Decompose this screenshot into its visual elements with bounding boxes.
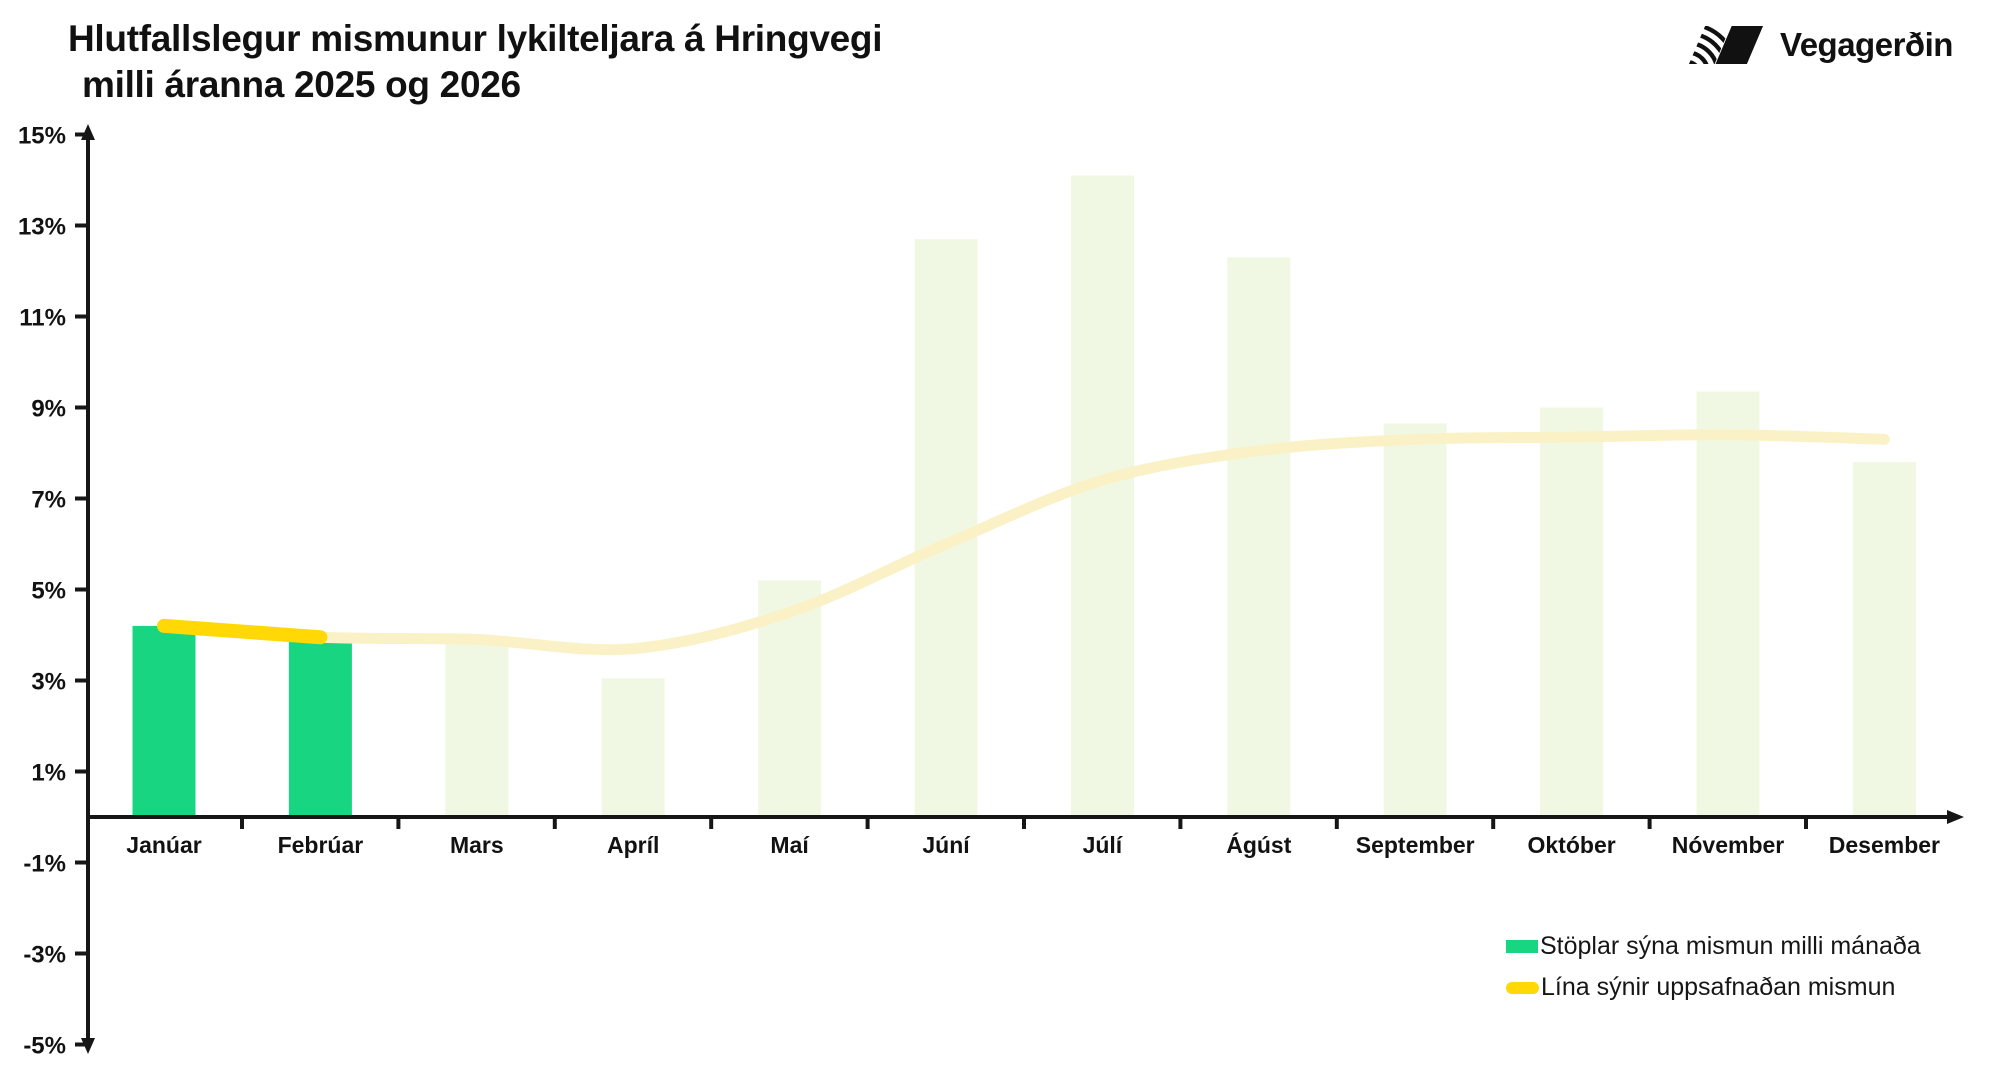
- y-tick-label: 1%: [31, 760, 66, 787]
- month-label-desember: Desember: [1829, 832, 1940, 858]
- month-label-apríl: Apríl: [607, 832, 659, 858]
- bar-september: [1383, 423, 1447, 817]
- month-label-febrúar: Febrúar: [278, 832, 364, 858]
- chart-legend: Stöplar sýna mismun milli mánaða Lína sý…: [1506, 932, 1921, 1002]
- bar-ágúst: [1227, 257, 1291, 818]
- page-title-line2: milli áranna 2025 og 2026: [82, 64, 521, 105]
- month-label-mars: Mars: [450, 832, 504, 858]
- cumulative-line-projected: [158, 429, 1890, 656]
- y-tick-label: -3%: [23, 942, 66, 969]
- y-tick-label: 9%: [31, 396, 66, 423]
- y-axis-top-arrow: [81, 124, 95, 140]
- bar-mars: [445, 639, 509, 817]
- y-tick-label: 7%: [31, 487, 66, 514]
- month-label-október: Október: [1528, 832, 1616, 858]
- x-axis-arrow: [1947, 810, 1964, 824]
- y-tick-label: -1%: [23, 851, 66, 878]
- month-label-janúar: Janúar: [126, 832, 201, 858]
- vegagerdin-logo: Vegagerðin: [1688, 22, 1953, 68]
- bar-desember: [1852, 462, 1916, 817]
- bar-október: [1540, 407, 1604, 817]
- vegagerdin-logo-icon: [1688, 26, 1764, 64]
- vegagerdin-logo-text: Vegagerðin: [1780, 26, 1953, 63]
- line-swatch: [1506, 981, 1539, 994]
- page-title-line1: Hlutfallslegur mismunur lykilteljara á H…: [68, 18, 883, 59]
- y-tick-label: 13%: [18, 214, 66, 241]
- cumulative-line-actual: [157, 618, 328, 645]
- page-title: Hlutfallslegur mismunur lykilteljara á H…: [68, 16, 883, 108]
- month-label-júlí: Júlí: [1083, 832, 1124, 858]
- month-label-júní: Júní: [922, 832, 971, 858]
- bar-nóvember: [1696, 391, 1760, 817]
- y-tick-label: -5%: [23, 1033, 66, 1060]
- bar-febrúar: [288, 641, 352, 817]
- month-label-ágúst: Ágúst: [1226, 831, 1292, 858]
- month-label-nóvember: Nóvember: [1672, 832, 1785, 858]
- legend-line-label: Lína sýnir uppsafnaðan mismun: [1541, 973, 1896, 1001]
- bar-apríl: [601, 678, 665, 817]
- month-label-maí: Maí: [770, 832, 810, 858]
- legend-bars-label: Stöplar sýna mismun milli mánaða: [1540, 932, 1921, 960]
- legend-item-bars: Stöplar sýna mismun milli mánaða: [1506, 932, 1921, 961]
- bar-júlí: [1070, 175, 1134, 817]
- legend-item-line: Lína sýnir uppsafnaðan mismun: [1506, 973, 1921, 1002]
- bar-swatch: [1506, 940, 1538, 953]
- y-tick-label: 5%: [31, 578, 66, 605]
- bar-júní: [914, 239, 978, 817]
- y-tick-label: 11%: [19, 305, 66, 332]
- bar-janúar: [132, 625, 196, 817]
- y-tick-label: 3%: [31, 669, 66, 696]
- month-label-september: September: [1356, 832, 1475, 858]
- y-tick-label: 15%: [18, 123, 66, 150]
